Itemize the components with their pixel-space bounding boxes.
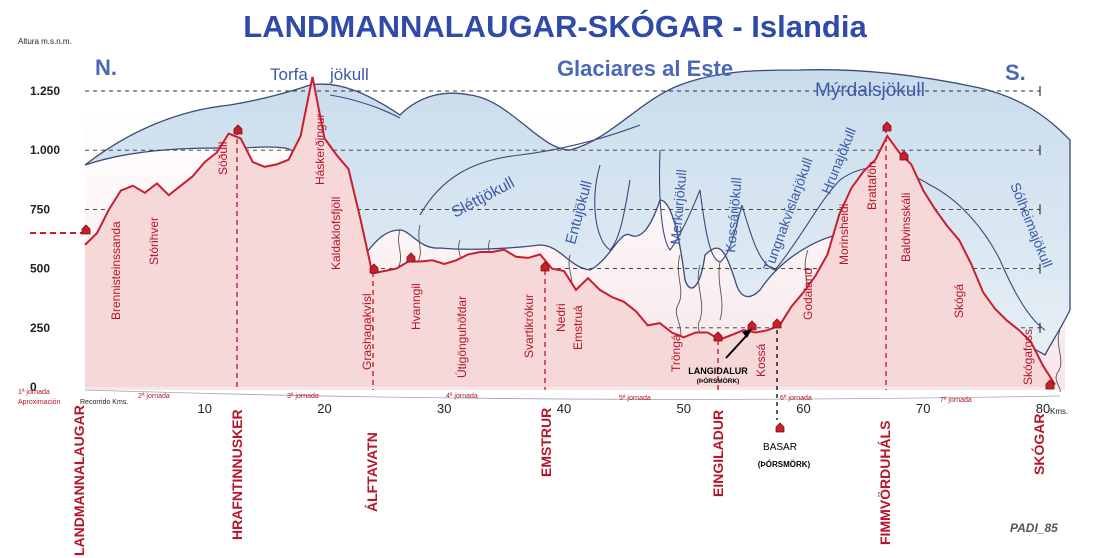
x-tick-label: 50 <box>677 401 691 416</box>
hut-icon <box>882 121 892 132</box>
x-tick-label: 30 <box>437 401 451 416</box>
x-tick-label: 80 <box>1036 401 1050 416</box>
hut-icon <box>369 263 379 274</box>
north-label: N. <box>95 55 117 80</box>
hut-markers <box>81 121 1055 433</box>
y-tick-label: 500 <box>30 262 50 276</box>
place-brennisteins: Brennisteinssanda <box>109 221 123 320</box>
x-tick-label: 10 <box>198 401 212 416</box>
place-soduli: Söðull <box>216 142 230 175</box>
jornada-5-label: 5ª jornada <box>619 395 651 402</box>
glacier-label-myrdals: Mýrdalsjökull <box>815 80 925 101</box>
x-tick-label: 70 <box>916 401 930 416</box>
x-axis: 10 20 30 40 50 60 70 80 <box>84 389 1061 416</box>
place-baldvinsskali: Baldvinsskáli <box>899 193 913 262</box>
langidalur-label: LANGIDALUR <box>688 366 748 376</box>
langidalur-arrow <box>725 329 752 359</box>
jornada-6-label: 6ª jornada <box>780 395 812 402</box>
jornada-1-approach: Aproximación <box>18 399 61 406</box>
x-axis-unit: Kms. <box>1050 407 1068 416</box>
jornada-2-label: 2ª jornada <box>138 393 170 400</box>
place-godaland: Godaland <box>801 268 815 320</box>
place-skoga: Skógá <box>952 284 966 318</box>
profile-area <box>85 76 1055 388</box>
jornada-7-label: 7ª jornada <box>940 397 972 404</box>
chart-title: LANDMANNALAUGAR-SKÓGAR - Islandia <box>243 8 867 44</box>
place-svartikrokur: Svartikrókur <box>522 294 536 358</box>
x-axis-line <box>84 389 1061 400</box>
hut-icon <box>81 224 91 235</box>
profile-line <box>84 76 1056 386</box>
x-tick-label: 20 <box>317 401 331 416</box>
x-axis-start-label: Recorrido Kms. <box>80 399 128 406</box>
hut-icon <box>540 261 550 272</box>
stage-landmannalaugar: LANDMANNALAUGAR <box>71 405 87 556</box>
stage-alftavatn: ÁLFTAVATN <box>364 432 380 512</box>
hut-icon <box>772 318 782 329</box>
stage-fimmvorduhals: FIMMVÖRDUHÁLS <box>877 421 893 545</box>
y-tick-label: 1.000 <box>30 143 60 157</box>
place-labels: Brennisteinssanda Stórihver Söðull Háske… <box>109 114 1035 385</box>
y-tick-label: 1.250 <box>30 84 60 98</box>
place-krossa: Kossá <box>754 343 768 377</box>
x-tick-label: 40 <box>557 401 571 416</box>
subtitle: Glaciares al Este <box>557 56 733 81</box>
hut-icon <box>775 422 785 433</box>
y-axis-label: Altura m.s.n.m. <box>18 37 72 46</box>
place-brattafonn: Brattafön <box>865 161 879 210</box>
place-skogafoss: Skógafoss <box>1021 329 1035 385</box>
place-morinsheidi: Morinsheidi <box>837 204 851 265</box>
jornada-4-label: 4ª jornada <box>446 393 478 400</box>
place-nedri: Nedri <box>554 303 568 332</box>
place-hvanngil: Hvanngil <box>409 283 423 330</box>
place-kaldaklofsfjoll: Kaldaklofsfjöll <box>329 197 343 270</box>
stage-eingiladur: EINGILADUR <box>710 410 726 497</box>
basar-label: BASAR <box>763 442 797 453</box>
stage-labels: LANDMANNALAUGAR HRAFNTINNUSKER ÁLFTAVATN… <box>71 405 1047 556</box>
stage-emstrur: EMSTRUR <box>538 408 554 477</box>
place-utigongu: Útigönguhöfdar <box>454 296 469 378</box>
glacier-label-kossarjokull: Kossárjökull <box>722 177 745 254</box>
x-tick-label: 60 <box>796 401 810 416</box>
jornada-labels: 2ª jornada 3ª jornada 4ª jornada 5ª jorn… <box>138 393 972 404</box>
hut-icon <box>406 252 416 263</box>
glacier-label-merkurjokull: Merkurjökull <box>667 169 690 246</box>
place-storihver: Stórihver <box>147 217 161 265</box>
y-tick-label: 750 <box>30 202 50 216</box>
hut-icon <box>233 124 243 135</box>
place-tronga: Tröngá <box>669 334 683 372</box>
basar-sub-label: (ÞÓRSMÖRK) <box>758 460 811 469</box>
glacier-label-torfa-jokull: jökull <box>329 65 369 84</box>
place-haskerdingur: Háskerðingur <box>313 114 327 185</box>
y-tick-label: 250 <box>30 321 50 335</box>
place-emstrua: Emstruá <box>571 305 585 350</box>
hut-icon <box>1045 379 1055 390</box>
place-grashagakvisl: Grashagakvísl <box>360 293 374 370</box>
stage-skogar: SKÓGAR <box>1030 414 1047 475</box>
stage-dividers <box>236 128 887 390</box>
jornada-3-label: 3ª jornada <box>287 393 319 400</box>
hut-icon <box>713 331 723 342</box>
langidalur-sub-label: (ÞÓRSMÖRK) <box>697 376 740 385</box>
hut-icon <box>747 320 757 331</box>
watermark: PADI_85 <box>1010 521 1058 535</box>
jornada-1-label: 1ª jornada <box>18 389 50 396</box>
hut-icon <box>899 150 909 161</box>
south-label: S. <box>1005 60 1026 85</box>
glacier-label-torfa: Torfa <box>270 65 308 84</box>
stage-hrafntinnusker: HRAFNTINNUSKER <box>229 409 245 540</box>
y-tick-label: 0 <box>30 380 37 394</box>
y-axis: 0 250 500 750 1.000 1.250 <box>30 84 60 394</box>
